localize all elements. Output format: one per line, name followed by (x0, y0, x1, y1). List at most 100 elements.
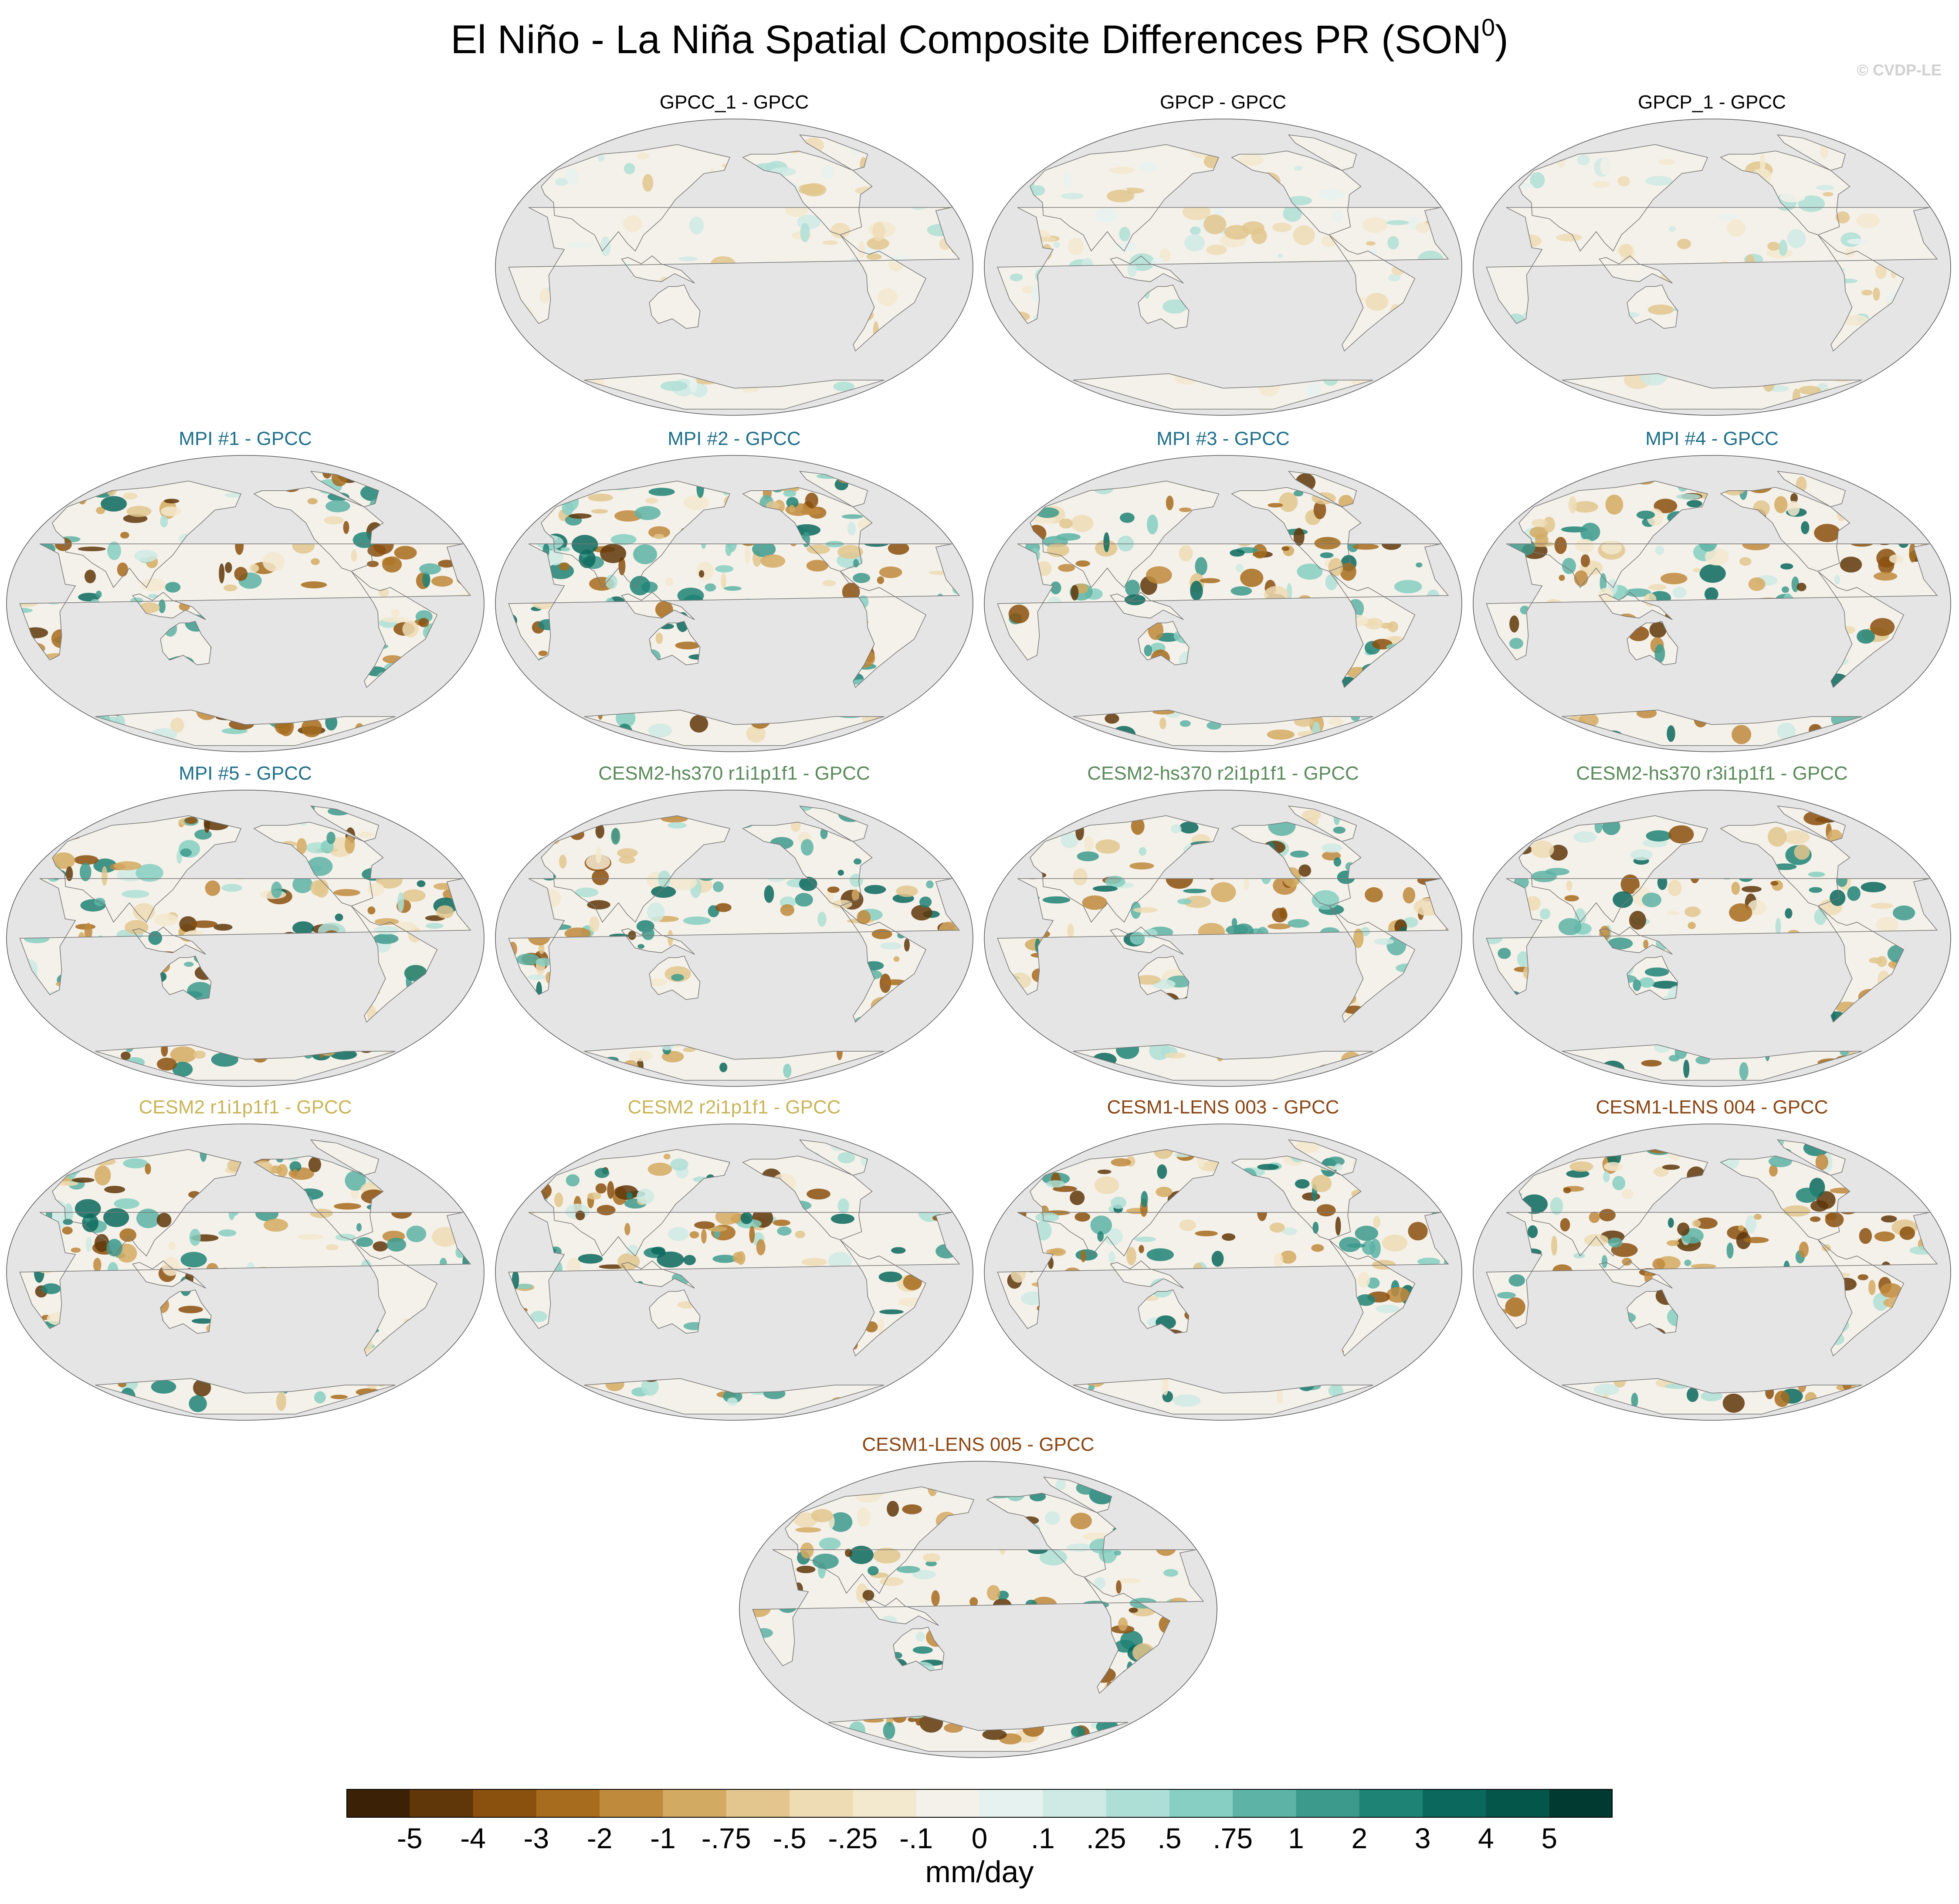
coastline (1030, 144, 1220, 252)
coastline (1084, 1577, 1171, 1694)
coastline (785, 1486, 975, 1594)
panel-title: MPI #4 - GPCC (1645, 428, 1779, 449)
colorbar-tick-label: -.5 (773, 1822, 807, 1854)
coastline (1030, 1149, 1220, 1257)
coastline (1073, 1044, 1373, 1081)
coastline (649, 621, 701, 665)
panel-title: CESM2-hs370 r3i1p1f1 - GPCC (1576, 763, 1848, 784)
colorbar-swatch (536, 1789, 600, 1818)
colorbar-swatch (346, 1789, 410, 1818)
coastline (1817, 234, 1905, 352)
credit-text: © CVDP-LE (1857, 61, 1942, 79)
coastline (1288, 1139, 1357, 1176)
panel-title: MPI #1 - GPCC (179, 428, 312, 449)
coastline (541, 1149, 731, 1257)
world-map (1473, 1123, 1951, 1421)
colorbar-swatch (790, 1789, 853, 1818)
coastline (893, 1626, 945, 1671)
coastline (1518, 1149, 1708, 1257)
coastline (1817, 1239, 1905, 1357)
colorbar-frame (346, 1789, 1613, 1818)
colorbar-swatch (916, 1789, 980, 1818)
coastline (1030, 815, 1220, 923)
panel-title: GPCP_1 - GPCC (1638, 92, 1786, 113)
coastline (19, 1212, 471, 1329)
coastline (799, 1139, 868, 1176)
colorbar-tick-label: 0 (971, 1822, 988, 1854)
coastline (1288, 134, 1357, 171)
coastline (160, 1289, 212, 1334)
coastline (253, 487, 384, 572)
world-map (6, 1123, 485, 1421)
colorbar-swatch (1169, 1789, 1233, 1818)
coastline (742, 487, 873, 572)
coastline (1518, 480, 1708, 588)
coastline (253, 1155, 384, 1240)
coastline (1231, 1155, 1362, 1240)
coastline (1030, 480, 1220, 588)
coastline (1817, 571, 1905, 688)
coastline (1627, 284, 1678, 329)
coastline (1562, 1378, 1862, 1415)
coastline (742, 150, 873, 235)
coastline (1231, 487, 1362, 572)
coastline (865, 1598, 939, 1626)
coastline (541, 480, 731, 588)
coastline (584, 1044, 885, 1081)
coastline (1627, 621, 1678, 665)
coastline (52, 480, 242, 588)
world-map (1473, 455, 1951, 752)
page-title: El Niño - La Niña Spatial Composite Diff… (451, 14, 1508, 62)
colorbar-swatch (473, 1789, 537, 1818)
colorbar-tick-label: -2 (586, 1822, 613, 1854)
coastline (541, 144, 731, 252)
colorbar-tick-label: 3 (1414, 1822, 1431, 1854)
colorbar-tick-label: .1 (1030, 1822, 1055, 1854)
coastline (1599, 255, 1673, 284)
colorbar-swatch (1296, 1789, 1360, 1818)
coastline (1518, 144, 1708, 252)
panel-title: CESM1-LENS 003 - GPCC (1107, 1096, 1339, 1118)
coastline (1776, 134, 1846, 171)
coastline (1817, 906, 1905, 1023)
panel-title: GPCC_1 - GPCC (659, 92, 809, 113)
map-border (495, 455, 973, 752)
colorbar (346, 1789, 1613, 1818)
world-map (1473, 119, 1951, 416)
coastline (799, 805, 868, 842)
coastline (19, 543, 471, 661)
coastline (742, 821, 873, 906)
coastline (742, 1155, 873, 1240)
coastline (160, 621, 212, 665)
coastline (997, 543, 1449, 661)
map-border (6, 455, 485, 752)
coastline (1776, 1139, 1846, 1176)
map-panel: CESM2-hs370 r1i1p1f1 - GPCC (492, 763, 976, 1087)
coastline (1599, 927, 1673, 955)
coastline (1329, 1239, 1416, 1357)
coastline (1073, 373, 1373, 410)
colorbar-tick-label: 4 (1478, 1822, 1494, 1854)
coastline (1776, 805, 1846, 842)
coastline (1518, 815, 1708, 923)
coastline (997, 878, 1449, 995)
coastline (1627, 955, 1678, 1000)
coastline (508, 207, 960, 324)
coastline (799, 471, 868, 507)
colorbar-tick-label: 5 (1541, 1822, 1558, 1854)
map-panel: GPCP_1 - GPCC (1470, 92, 1954, 416)
coastline (649, 955, 701, 1000)
colorbar-tick-label: -.75 (701, 1822, 751, 1854)
map-border (984, 119, 1462, 416)
map-panel: GPCC_1 - GPCC (492, 92, 976, 416)
world-map (984, 119, 1462, 416)
coastline (1599, 592, 1673, 620)
world-map (495, 119, 973, 416)
map-border (984, 1123, 1462, 1421)
coastline (541, 815, 731, 923)
map-border (495, 1123, 973, 1421)
colorbar-tick-label: .75 (1213, 1822, 1253, 1854)
map-border (1473, 1123, 1951, 1421)
coastline (1110, 927, 1184, 955)
colorbar-swatch (980, 1789, 1043, 1818)
